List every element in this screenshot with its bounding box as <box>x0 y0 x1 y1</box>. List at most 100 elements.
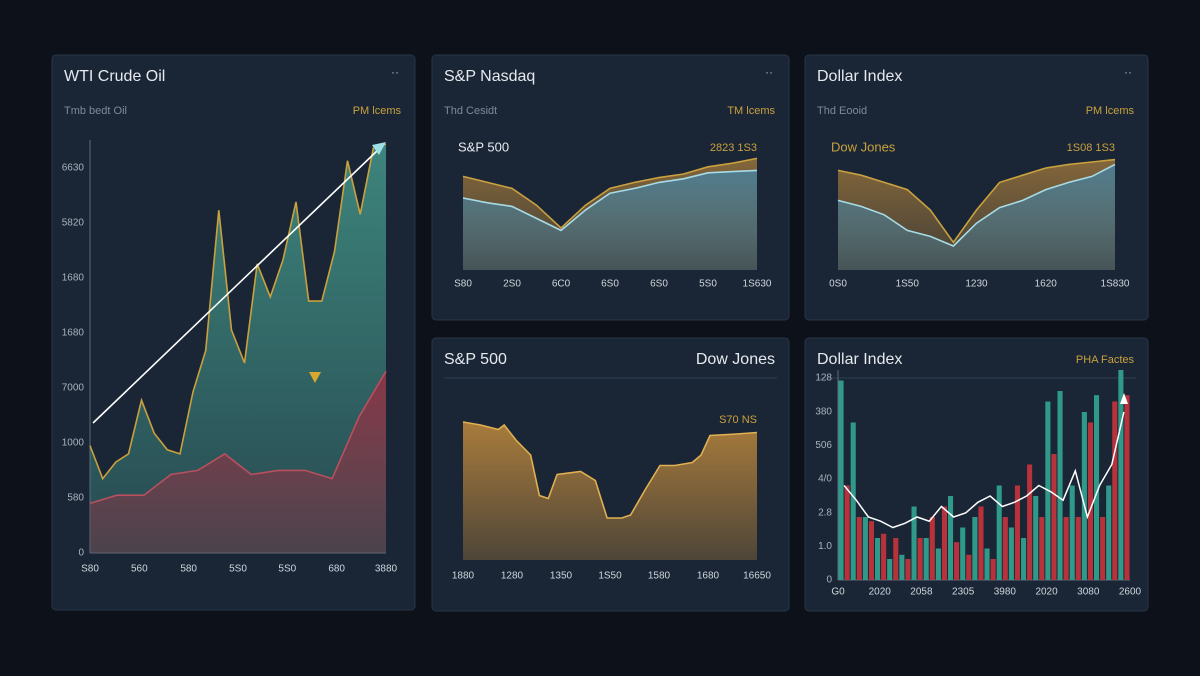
line <box>837 163 1116 247</box>
line <box>837 158 1116 244</box>
bar <box>972 517 978 580</box>
panel-note: PM lcems <box>353 105 402 117</box>
arrow-head <box>1120 393 1128 404</box>
panel-title: WTI Crude Oil <box>64 68 165 85</box>
panel: Dollar Index ·· Thd Eooid PM lcems Dow Jones… <box>804 54 1149 321</box>
legend-value: 1S08 1S3 <box>1067 142 1115 154</box>
bar <box>1081 412 1087 580</box>
legend-value: S70 NS <box>719 414 757 426</box>
bar <box>1106 485 1112 580</box>
x-label: 560 <box>131 564 148 575</box>
x-label: 0S0 <box>829 279 847 290</box>
x-label: 5S0 <box>699 279 717 290</box>
y-label: 128 <box>815 373 832 384</box>
bar <box>1063 517 1069 580</box>
bar <box>923 538 929 580</box>
bar <box>1124 395 1130 580</box>
x-label: 5S0 <box>278 564 296 575</box>
bar <box>862 517 868 580</box>
x-label: 580 <box>180 564 197 575</box>
bar <box>1014 485 1020 580</box>
x-label: 1580 <box>648 571 671 582</box>
area <box>463 422 757 560</box>
bar <box>978 506 984 580</box>
bar <box>984 548 990 580</box>
x-label: 1280 <box>501 571 524 582</box>
line <box>462 421 758 519</box>
bar <box>935 548 941 580</box>
x-label: 1S830 <box>1101 279 1130 290</box>
bar <box>966 554 972 580</box>
x-label: 1620 <box>1035 279 1058 290</box>
panel-note: TM lcems <box>727 105 775 117</box>
bar <box>868 521 874 580</box>
bar <box>893 538 899 580</box>
panel-note: PM lcems <box>1086 105 1135 117</box>
panel: WTI Crude Oil ·· Tmb bedt Oil PM lcems 6630 5… <box>51 54 416 611</box>
panel: S&P 500 Dow Jones S70 NS 1880 1280 1350 1S50 15… <box>431 337 790 612</box>
line <box>89 370 387 505</box>
x-label: 6S0 <box>650 279 668 290</box>
x-label: 6C0 <box>552 279 571 290</box>
bar <box>1094 395 1100 580</box>
bar <box>990 559 996 580</box>
bar <box>911 506 917 580</box>
bar <box>1033 496 1039 580</box>
overlay <box>92 142 1128 424</box>
bar <box>838 380 844 580</box>
bar <box>887 559 893 580</box>
panel-title-right: Dow Jones <box>696 351 775 368</box>
x-label: 2020 <box>1035 587 1058 598</box>
bar <box>917 538 923 580</box>
legend-label: Dow Jones <box>831 139 896 154</box>
panel-menu: ·· <box>765 65 773 79</box>
panel-title: Dollar Index <box>817 68 902 85</box>
arrow-head <box>372 142 386 155</box>
y-label: 5820 <box>62 218 85 229</box>
bar <box>1027 464 1033 580</box>
x-label: 3080 <box>1077 587 1100 598</box>
line <box>89 143 387 481</box>
bar <box>948 496 954 580</box>
x-label: 1680 <box>697 571 720 582</box>
y-label: 0 <box>826 575 832 586</box>
bar <box>954 542 960 580</box>
x-label: 680 <box>328 564 345 575</box>
bar <box>844 485 850 580</box>
bar <box>905 559 911 580</box>
x-label: 1350 <box>550 571 573 582</box>
line <box>843 411 1125 529</box>
legend-label: S&P 500 <box>458 139 509 154</box>
panel-title: S&P 500 <box>444 351 507 368</box>
panel-subtitle: Thd Eooid <box>817 105 867 117</box>
x-label: 6S0 <box>601 279 619 290</box>
area <box>463 170 757 270</box>
bar <box>1087 422 1093 580</box>
y-label: 4/0 <box>818 474 832 485</box>
bar <box>1118 370 1124 580</box>
x-label: 1S630 <box>743 279 772 290</box>
panel-title: S&P Nasdaq <box>444 68 535 85</box>
y-label: 1000 <box>62 438 85 449</box>
bar <box>1039 517 1045 580</box>
bar <box>1008 527 1014 580</box>
line <box>462 169 758 232</box>
panel-title: Dollar Index <box>817 351 902 368</box>
x-label: 16650 <box>743 571 771 582</box>
bar <box>875 538 881 580</box>
panel-menu: ·· <box>1124 65 1132 79</box>
bar <box>1021 538 1027 580</box>
bar <box>1069 485 1075 580</box>
bar <box>996 485 1002 580</box>
x-label: 1230 <box>965 279 988 290</box>
x-label: 3880 <box>375 564 398 575</box>
legend-value: 2823 1S3 <box>710 142 757 154</box>
x-label: 2305 <box>952 587 975 598</box>
panel-menu: ·· <box>391 65 399 79</box>
y-label: 380 <box>815 406 832 417</box>
bar <box>850 422 856 580</box>
panel: S&P Nasdaq ·· Thd Cesidt TM lcems S&P 500 282… <box>431 54 790 321</box>
y-label: 2.8 <box>818 507 832 518</box>
